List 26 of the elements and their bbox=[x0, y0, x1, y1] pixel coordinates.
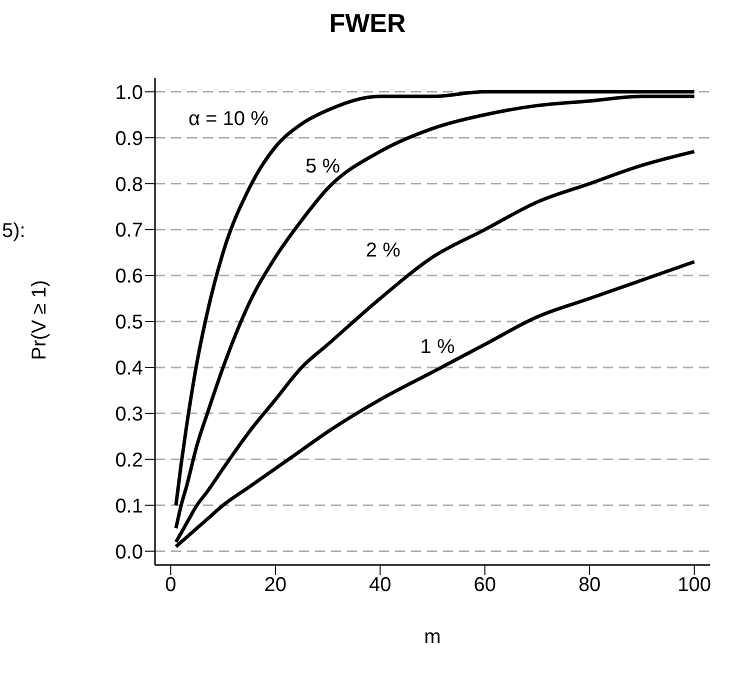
y-tick-label: 0.0 bbox=[115, 541, 143, 564]
y-tick-label: 0.9 bbox=[115, 128, 143, 150]
x-tick-label: 80 bbox=[578, 574, 601, 596]
y-tick-label: 0.2 bbox=[115, 449, 143, 472]
y-axis-title: Pr(V ≥ 1) bbox=[28, 280, 52, 360]
y-tick-label: 0.3 bbox=[115, 403, 143, 426]
x-tick-label: 100 bbox=[678, 574, 711, 596]
text: 5): bbox=[2, 220, 26, 243]
y-tick-label: 0.6 bbox=[115, 266, 143, 288]
y-tick-label: 1.0 bbox=[115, 82, 143, 104]
x-tick-label: 0 bbox=[165, 574, 176, 596]
x-tick-label: 40 bbox=[369, 574, 392, 596]
y-tick-label: 0.8 bbox=[115, 174, 143, 196]
chart-title: FWER bbox=[328, 8, 407, 39]
y-tick-label: 0.7 bbox=[115, 220, 143, 242]
y-tick-label: 0.1 bbox=[115, 495, 143, 518]
x-tick-label: 60 bbox=[474, 574, 496, 596]
line-series bbox=[174, 150, 696, 544]
y-tick-label: 0.4 bbox=[115, 358, 143, 380]
y-tick-label: 0.5 bbox=[115, 312, 143, 334]
series-label: α = 10 % bbox=[188, 108, 269, 130]
series-label: 5 % bbox=[306, 155, 340, 178]
x-tick-label: 20 bbox=[264, 574, 287, 596]
series-label: 1 % bbox=[420, 336, 455, 358]
series-label: 2 % bbox=[366, 240, 401, 262]
x-axis-title: m bbox=[424, 626, 441, 648]
